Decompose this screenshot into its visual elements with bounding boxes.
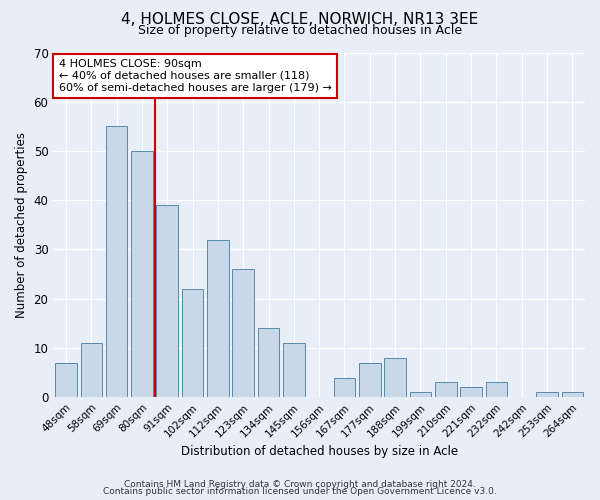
Text: Size of property relative to detached houses in Acle: Size of property relative to detached ho… (138, 24, 462, 37)
Bar (562, 392, 583, 397)
Y-axis label: Number of detached properties: Number of detached properties (15, 132, 28, 318)
Bar (182, 289, 203, 397)
Bar (410, 392, 431, 397)
Bar (157, 205, 178, 397)
Bar (131, 151, 152, 397)
Bar (55, 363, 77, 397)
Bar (232, 269, 254, 397)
Bar (207, 240, 229, 397)
Bar (435, 382, 457, 397)
Bar (334, 378, 355, 397)
Bar (106, 126, 127, 397)
Text: 4, HOLMES CLOSE, ACLE, NORWICH, NR13 3EE: 4, HOLMES CLOSE, ACLE, NORWICH, NR13 3EE (121, 12, 479, 28)
Text: Contains public sector information licensed under the Open Government Licence v3: Contains public sector information licen… (103, 487, 497, 496)
Text: 4 HOLMES CLOSE: 90sqm
← 40% of detached houses are smaller (118)
60% of semi-det: 4 HOLMES CLOSE: 90sqm ← 40% of detached … (59, 60, 331, 92)
X-axis label: Distribution of detached houses by size in Acle: Distribution of detached houses by size … (181, 444, 458, 458)
Bar (460, 388, 482, 397)
Bar (359, 363, 380, 397)
Bar (485, 382, 507, 397)
Bar (283, 343, 305, 397)
Bar (385, 358, 406, 397)
Text: Contains HM Land Registry data © Crown copyright and database right 2024.: Contains HM Land Registry data © Crown c… (124, 480, 476, 489)
Bar (536, 392, 558, 397)
Bar (80, 343, 102, 397)
Bar (258, 328, 279, 397)
